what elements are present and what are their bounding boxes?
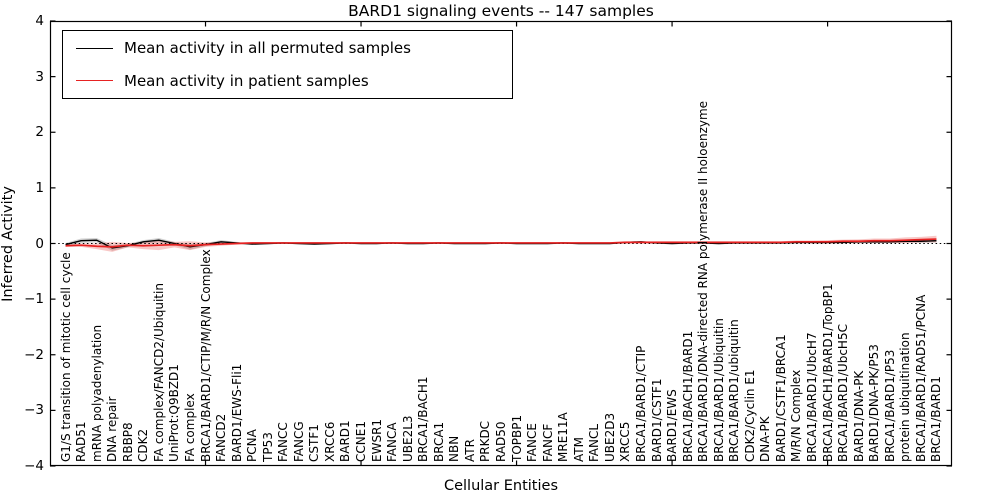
x-tick-label: UBE2L3 <box>400 415 415 462</box>
x-tick-label: BRCA1/BARD1/Ubiquitin <box>711 318 726 462</box>
x-tick-label: BRCA1/BARD1/UbcH7 <box>805 332 820 462</box>
x-tick-label: DNA repair <box>105 396 120 462</box>
x-tick-label: PRKDC <box>478 420 493 462</box>
x-tick-label: BARD1 <box>338 420 353 462</box>
legend-label-permuted: Mean activity in all permuted samples <box>124 39 411 58</box>
x-tick-label: FANCL <box>587 423 602 462</box>
y-tick-label: −2 <box>24 346 44 363</box>
y-tick-label: 3 <box>35 68 44 85</box>
x-tick-label: UBE2D3 <box>602 412 617 462</box>
x-tick-label: PCNA <box>245 429 260 462</box>
y-tick-label: −3 <box>24 402 44 419</box>
x-tick-label: MRE11A <box>556 412 571 462</box>
x-tick-label: FANCF <box>540 423 555 462</box>
y-tick-label: 2 <box>35 124 44 141</box>
x-tick-label: UniProt:Q9BZD1 <box>167 364 182 462</box>
y-tick-label: 1 <box>35 179 44 196</box>
x-tick-label: CDK2/Cyclin E1 <box>742 369 757 462</box>
x-tick-label: RBBP8 <box>120 422 135 462</box>
x-tick-label: CDK2 <box>136 428 151 462</box>
x-tick-label: BRCA1/BARD1/ubiquitin <box>727 319 742 462</box>
x-tick-label: BRCA1/BARD1 <box>929 376 944 462</box>
x-tick-label: protein ubiquitination <box>898 332 913 462</box>
x-tick-label: mRNA polyadenylation <box>89 324 104 462</box>
x-tick-label: BRCA1/BACH1 <box>416 376 431 462</box>
x-tick-label: BRCA1/BARD1/CTIP <box>633 345 648 462</box>
x-tick-label: FANCG <box>291 421 306 462</box>
x-tick-label: BARD1/EWS <box>665 389 680 462</box>
x-tick-label: FA complex/FANCD2/Ubiquitin <box>151 283 166 462</box>
legend-entry-permuted: Mean activity in all permuted samples <box>63 33 512 63</box>
plot-canvas <box>49 20 953 467</box>
legend-line-patient-icon <box>76 80 113 82</box>
x-tick-label: BRCA1/BARD1/RAD51/PCNA <box>913 294 928 462</box>
x-tick-label: BRCA1/BARD1/P53 <box>882 349 897 462</box>
y-tick-label: 4 <box>35 13 44 29</box>
legend: Mean activity in all permuted samples Me… <box>62 30 513 99</box>
x-tick-label: XRCC6 <box>322 421 337 462</box>
x-tick-label: XRCC5 <box>618 421 633 462</box>
chart-title: BARD1 signaling events -- 147 samples <box>348 2 654 20</box>
y-tick-label: 0 <box>35 235 44 252</box>
x-tick-label: NBN <box>447 435 462 462</box>
x-tick-label: RAD51 <box>74 421 89 462</box>
x-tick-label: ATM <box>571 437 586 462</box>
x-tick-label: TP53 <box>260 432 275 462</box>
legend-entry-patient: Mean activity in patient samples <box>63 66 512 96</box>
x-tick-label: FANCA <box>385 422 400 462</box>
x-tick-label: BRCA1/BARD1/UbcH5C <box>836 324 851 462</box>
x-tick-label: BRCA1/BARD1/DNA-directed RNA polymerase … <box>696 100 711 462</box>
legend-line-permuted-icon <box>76 47 113 49</box>
x-tick-label: BARD1/CSTF1 <box>649 378 664 462</box>
x-tick-label: CSTF1 <box>307 424 322 462</box>
x-axis-title: Cellular Entities <box>443 478 559 494</box>
x-tick-label: M/R/N Complex <box>789 369 804 462</box>
x-tick-label: FANCE <box>525 423 540 462</box>
x-tick-label: BRCA1/BACH1/BARD1/TopBP1 <box>820 283 835 462</box>
x-tick-label: EWSR1 <box>369 418 384 462</box>
x-tick-label: TOPBP1 <box>509 414 524 462</box>
series-line-1 <box>65 238 937 248</box>
x-tick-label: BARD1/CSTF1/BRCA1 <box>773 334 788 462</box>
x-tick-label: BARD1/DNA-PK/P53 <box>867 344 882 462</box>
x-tick-label: FA complex <box>182 393 197 462</box>
y-tick-label: −4 <box>24 458 44 474</box>
x-tick-label: CCNE1 <box>354 421 369 462</box>
x-tick-label: BRCA1/BACH1/BARD1 <box>680 330 695 462</box>
y-tick-label: −1 <box>24 291 44 308</box>
plot-area <box>49 20 953 467</box>
x-tick-label: BARD1/DNA-PK <box>851 370 866 462</box>
x-tick-label: BRCA1/BARD1/CTIP/M/R/N Complex <box>198 249 213 462</box>
x-tick-label: RAD50 <box>494 421 508 462</box>
x-tick-label: DNA-PK <box>758 416 773 462</box>
x-tick-label: G1/S transition of mitotic cell cycle <box>58 252 73 462</box>
x-tick-label: BARD1/EWS-Fli1 <box>229 363 244 462</box>
legend-label-patient: Mean activity in patient samples <box>124 71 369 90</box>
x-tick-label: ATR <box>462 439 477 462</box>
x-tick-label: FANCC <box>276 422 291 462</box>
x-tick-label: BRCA1 <box>431 421 446 462</box>
x-tick-label: FANCD2 <box>214 413 229 462</box>
series-band-0 <box>65 237 937 251</box>
